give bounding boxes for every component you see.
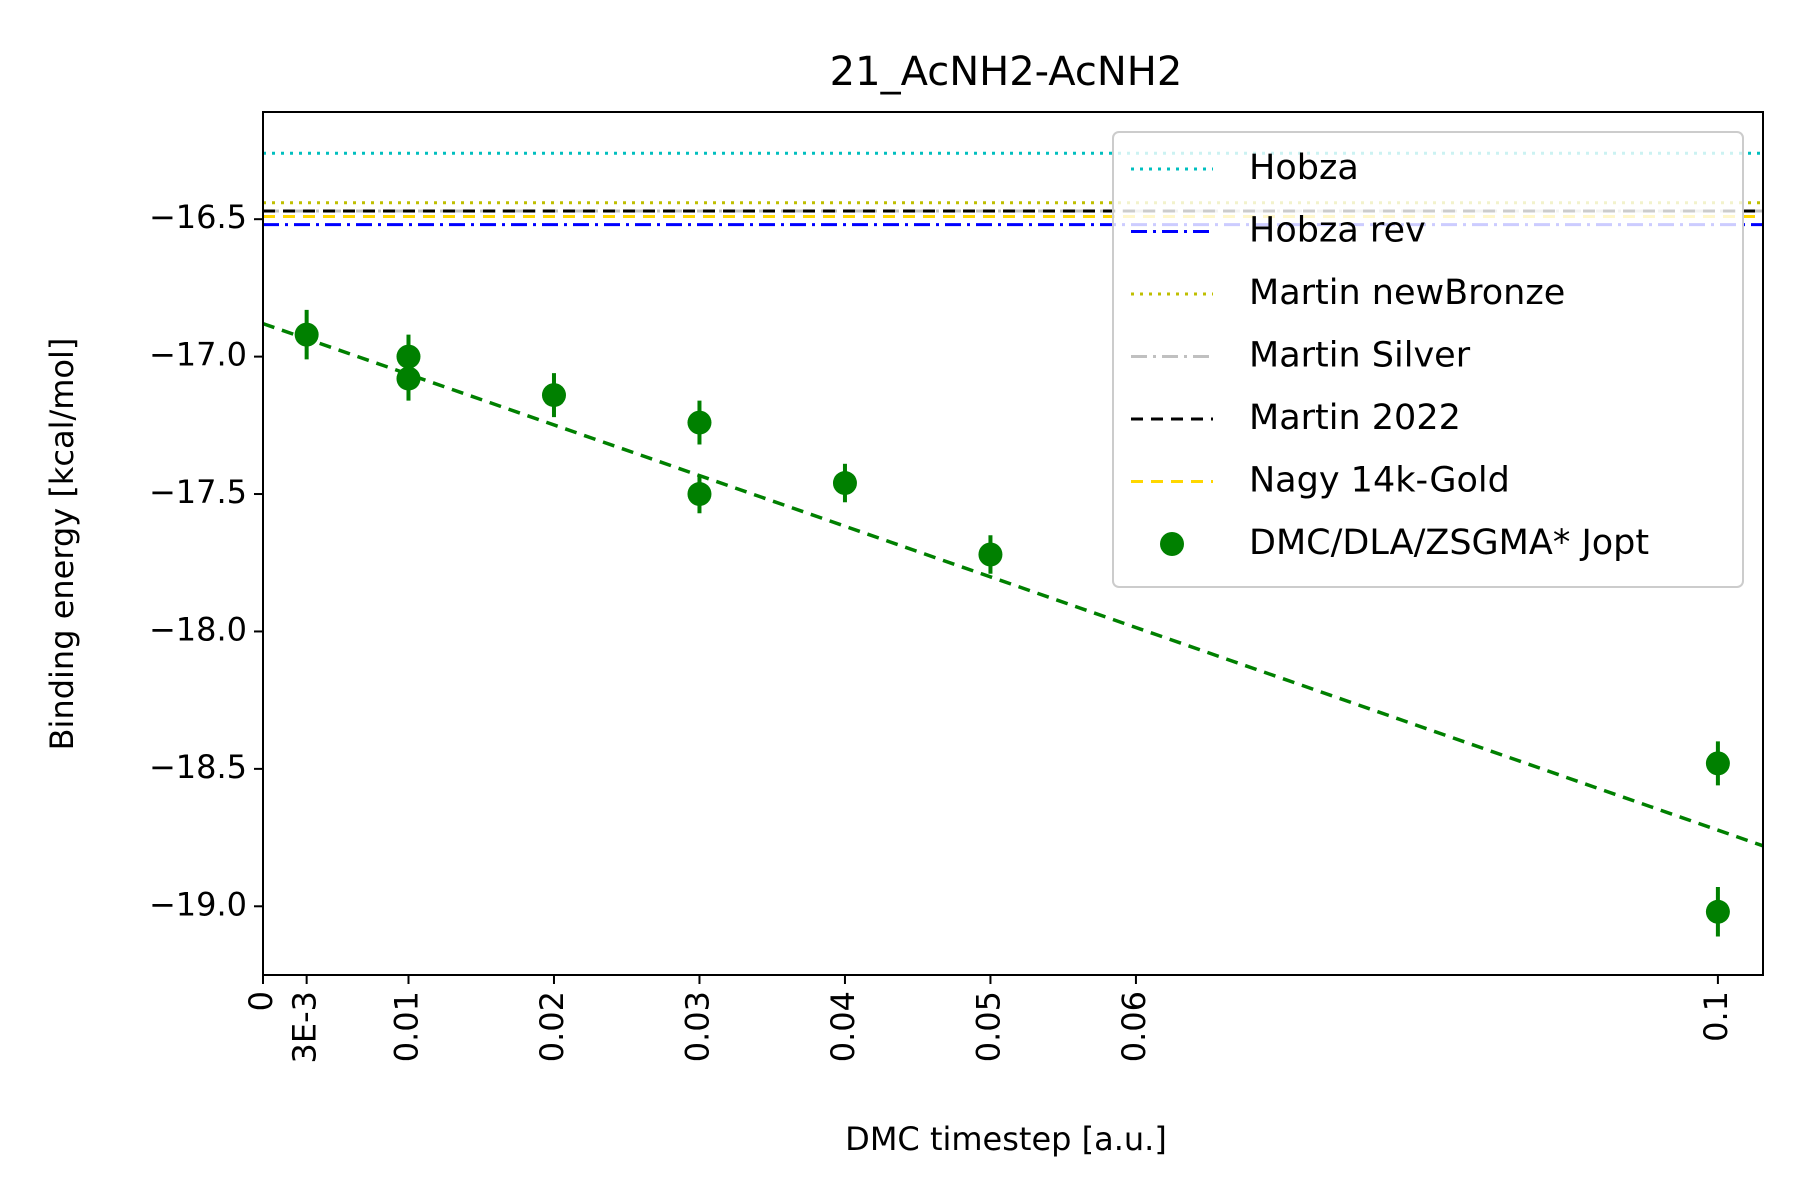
legend-label-6: DMC/DLA/ZSGMA* Jopt xyxy=(1249,523,1649,563)
y-axis-ticks: −16.5 −17.0 −17.5 −18.0 −18.5 −19.0 xyxy=(149,198,263,923)
legend-box xyxy=(1112,131,1744,588)
data-point-7 xyxy=(978,542,1003,567)
legend-label-2: Martin newBronze xyxy=(1249,273,1565,313)
y-axis-label: Binding energy [kcal/mol] xyxy=(43,338,81,751)
x-axis-label: DMC timestep [a.u.] xyxy=(845,1120,1167,1158)
x-axis-ticks: 0 3E-3 0.01 0.02 0.03 0.04 0.05 0.06 0.1 xyxy=(242,975,1735,1063)
legend-label-1: Hobza rev xyxy=(1249,211,1426,251)
x-tick-label-0: 0 xyxy=(242,991,280,1011)
y-tick-label-5: −19.0 xyxy=(149,885,247,923)
data-point-6 xyxy=(832,471,857,496)
data-point-3 xyxy=(541,383,566,408)
data-points xyxy=(294,309,1730,937)
x-tick-label-4: 0.03 xyxy=(678,991,716,1062)
data-point-4 xyxy=(687,410,712,435)
chart-title: 21_AcNH2-AcNH2 xyxy=(830,49,1183,95)
y-tick-label-4: −18.5 xyxy=(149,748,247,786)
data-point-0 xyxy=(294,322,319,347)
x-tick-label-3: 0.02 xyxy=(533,991,571,1062)
x-tick-label-1: 3E-3 xyxy=(286,991,324,1063)
y-tick-label-2: −17.5 xyxy=(149,473,247,511)
plot-frame xyxy=(262,111,1764,976)
legend-label-4: Martin 2022 xyxy=(1249,398,1461,438)
data-point-5 xyxy=(687,482,712,507)
y-tick-label-1: −17.0 xyxy=(149,336,247,374)
x-tick-label-8: 0.1 xyxy=(1697,991,1735,1042)
legend-label-3: Martin Silver xyxy=(1249,336,1471,376)
y-tick-label-0: −16.5 xyxy=(149,198,247,236)
fit-line-group xyxy=(262,321,1764,848)
y-tick-label-3: −18.0 xyxy=(149,610,247,648)
x-tick-label-6: 0.05 xyxy=(969,991,1007,1062)
x-tick-label-2: 0.01 xyxy=(387,991,425,1062)
data-point-8 xyxy=(1705,751,1730,776)
data-point-2 xyxy=(396,366,421,391)
legend: Hobza Hobza rev Martin newBronze Martin Sil… xyxy=(1112,131,1744,588)
fit-line xyxy=(262,321,1764,848)
x-tick-label-7: 0.06 xyxy=(1115,991,1153,1062)
x-tick-label-5: 0.04 xyxy=(824,991,862,1062)
legend-label-5: Nagy 14k-Gold xyxy=(1249,461,1510,501)
legend-label-0: Hobza xyxy=(1249,148,1359,188)
data-point-9 xyxy=(1705,899,1730,924)
legend-swatch-6 xyxy=(1160,532,1184,556)
